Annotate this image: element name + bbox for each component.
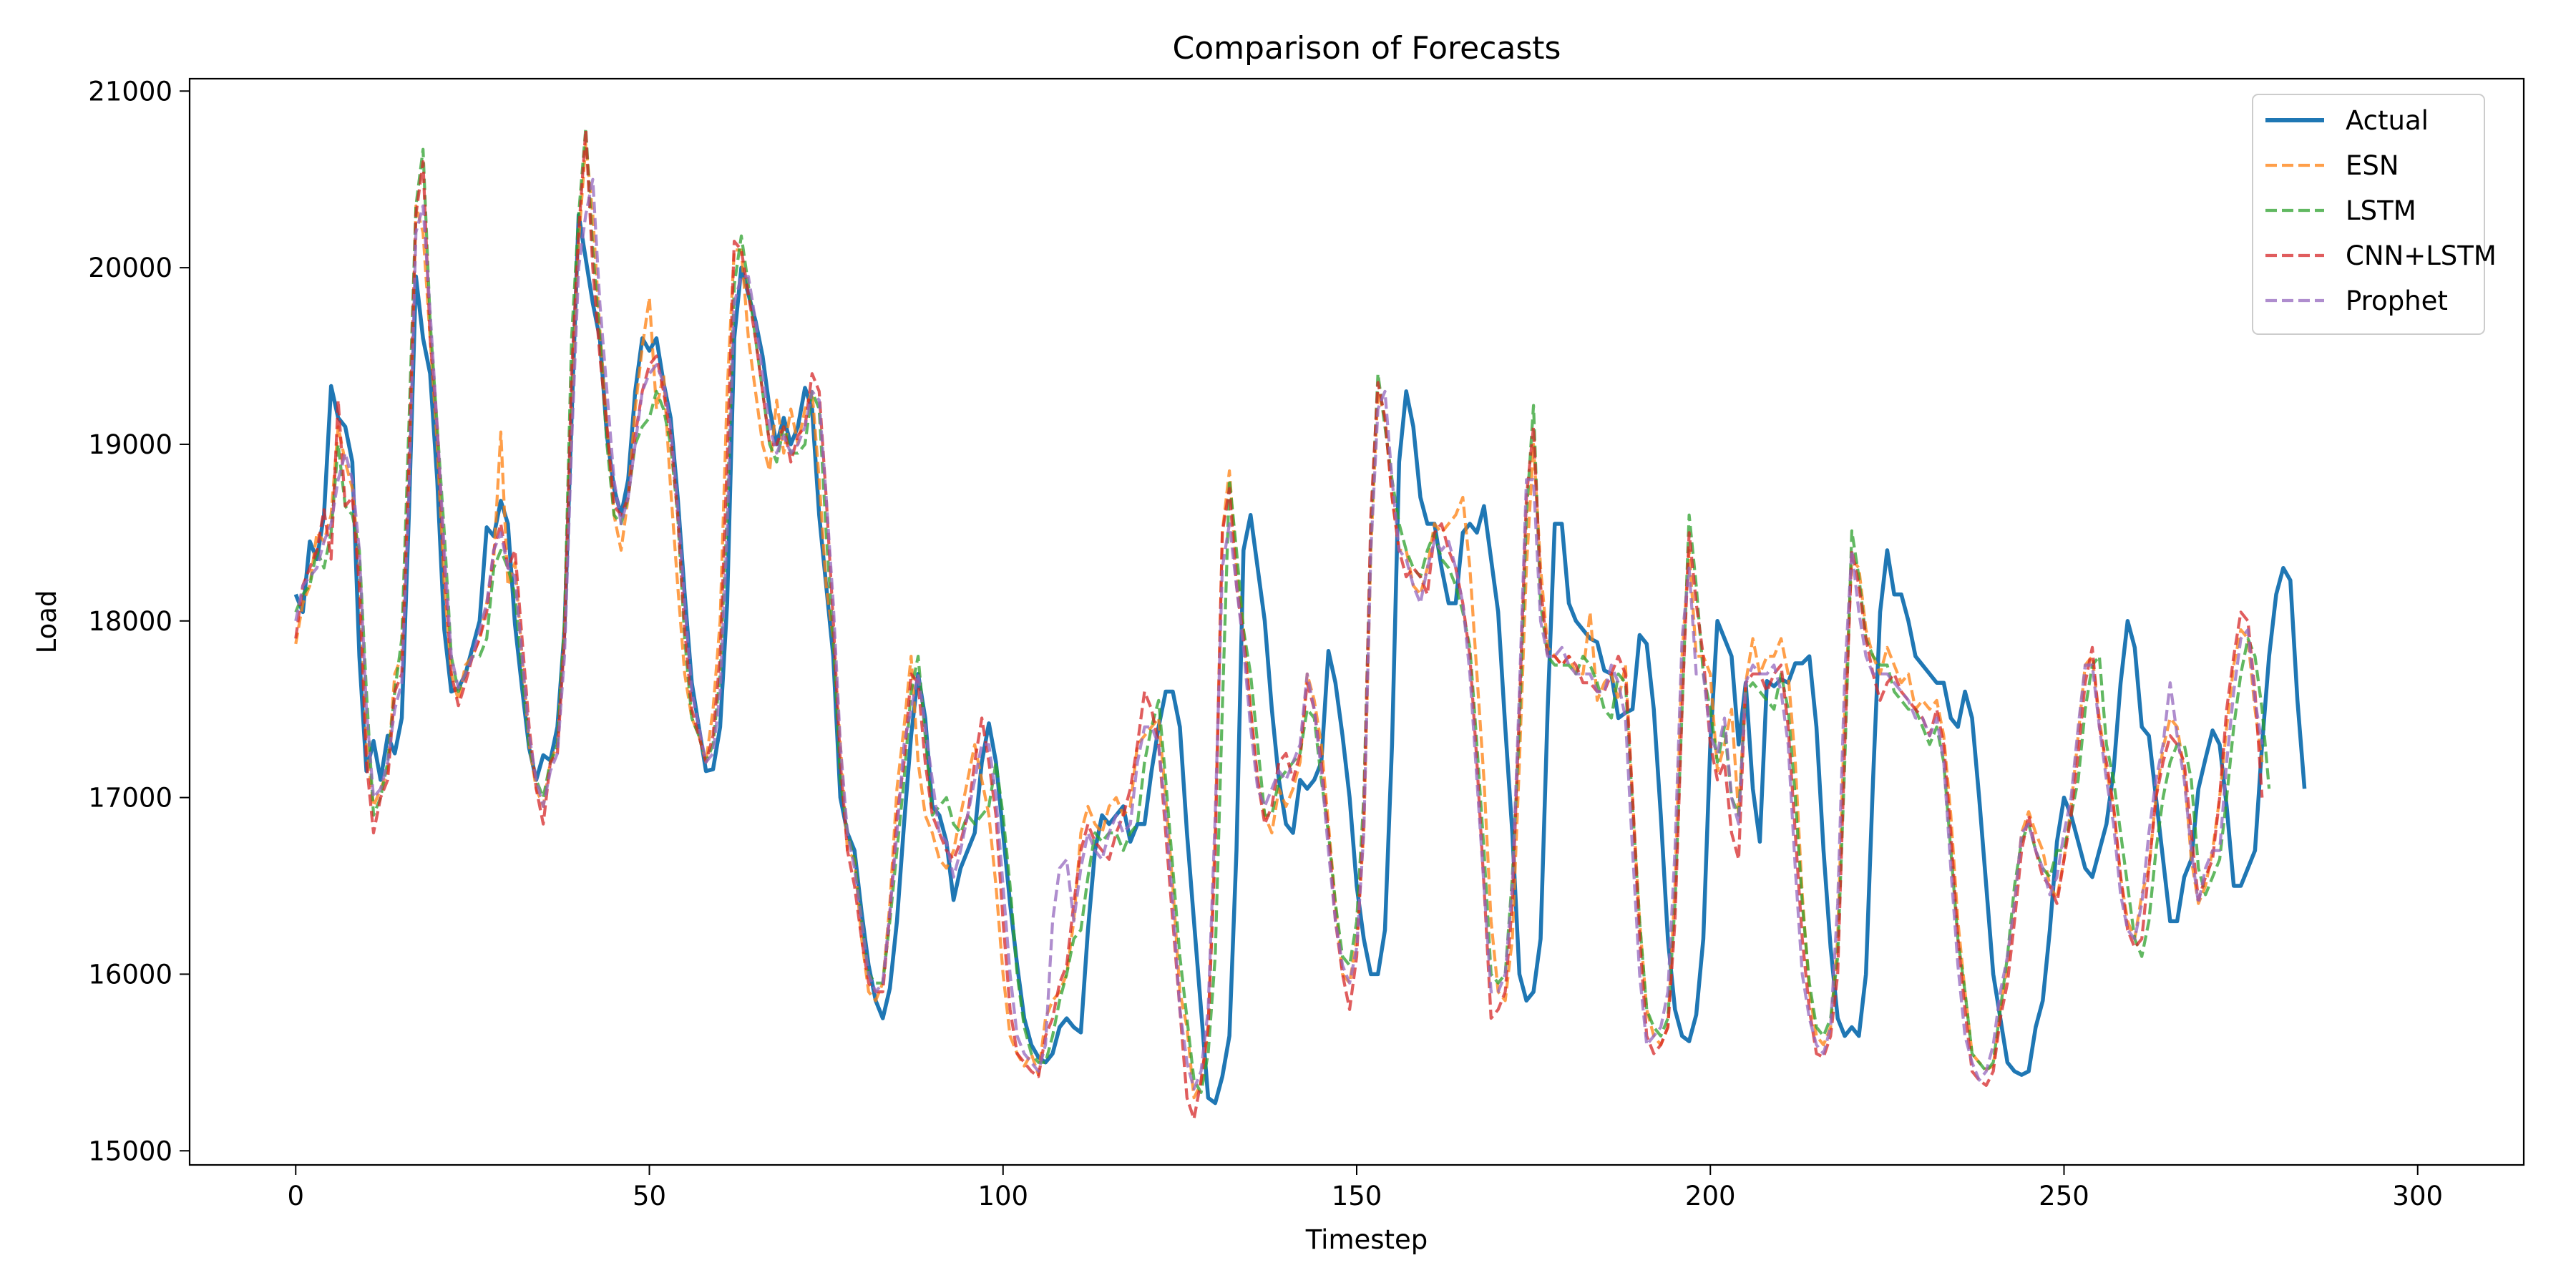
series-layer [293, 127, 2307, 1121]
y-tick-label: 16000 [88, 959, 172, 990]
legend-label: Prophet [2346, 286, 2448, 316]
legend: Actual ESN LSTM CNN+LSTM Prophet [2252, 94, 2497, 335]
plot-area-frame [188, 77, 2525, 1166]
legend-label: ESN [2346, 150, 2399, 181]
x-tick-label: 300 [2392, 1181, 2443, 1211]
chart-title: Comparison of Forecasts [1173, 30, 1561, 67]
y-axis-title: Load [31, 590, 62, 654]
y-tick-label: 21000 [88, 76, 172, 107]
x-tick-label: 200 [1685, 1181, 1736, 1211]
legend-label: CNN+LSTM [2346, 240, 2497, 271]
y-tick-label: 17000 [88, 783, 172, 814]
y-tick-label: 15000 [88, 1136, 172, 1166]
x-axis-title: Timestep [1305, 1224, 1428, 1255]
x-tick-label: 0 [287, 1181, 304, 1211]
y-axis: 15000 16000 17000 18000 19000 20000 21000 [88, 76, 190, 1166]
x-tick-label: 150 [1332, 1181, 1382, 1211]
legend-label: LSTM [2346, 195, 2416, 226]
legend-label: Actual [2346, 105, 2429, 136]
x-tick-label: 250 [2039, 1181, 2089, 1211]
legend-box [2252, 94, 2485, 335]
series-line-prophet [294, 177, 2264, 1091]
series-line-esn [294, 142, 2264, 1100]
y-tick-label: 19000 [88, 429, 172, 460]
x-axis: 0 50 100 150 200 250 300 [287, 1165, 2443, 1211]
x-tick-label: 50 [633, 1181, 666, 1211]
y-tick-label: 20000 [88, 253, 172, 283]
y-tick-label: 18000 [88, 606, 172, 637]
series-line-actual [293, 213, 2307, 1106]
x-tick-label: 100 [977, 1181, 1028, 1211]
series-line-cnn-lstm [294, 128, 2264, 1121]
